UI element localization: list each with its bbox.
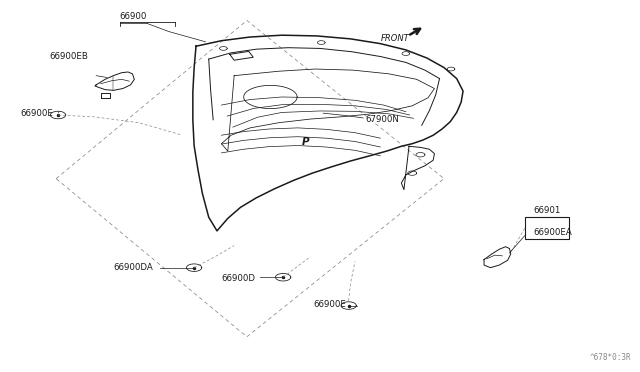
Text: 66900: 66900 [120, 12, 147, 21]
Text: FRONT: FRONT [380, 33, 409, 42]
Text: 66900D: 66900D [221, 274, 255, 283]
Text: 66900E: 66900E [20, 109, 52, 118]
Text: P: P [302, 137, 310, 147]
Text: 67900N: 67900N [366, 115, 399, 124]
Text: 66900E: 66900E [314, 300, 346, 309]
Text: 66900DA: 66900DA [113, 263, 153, 272]
Text: 66901: 66901 [533, 206, 561, 215]
Bar [525, 217, 569, 239]
Text: ^678*0:3R: ^678*0:3R [590, 353, 632, 362]
Text: 66900EA: 66900EA [533, 228, 572, 237]
Text: 66900EB: 66900EB [50, 52, 89, 61]
